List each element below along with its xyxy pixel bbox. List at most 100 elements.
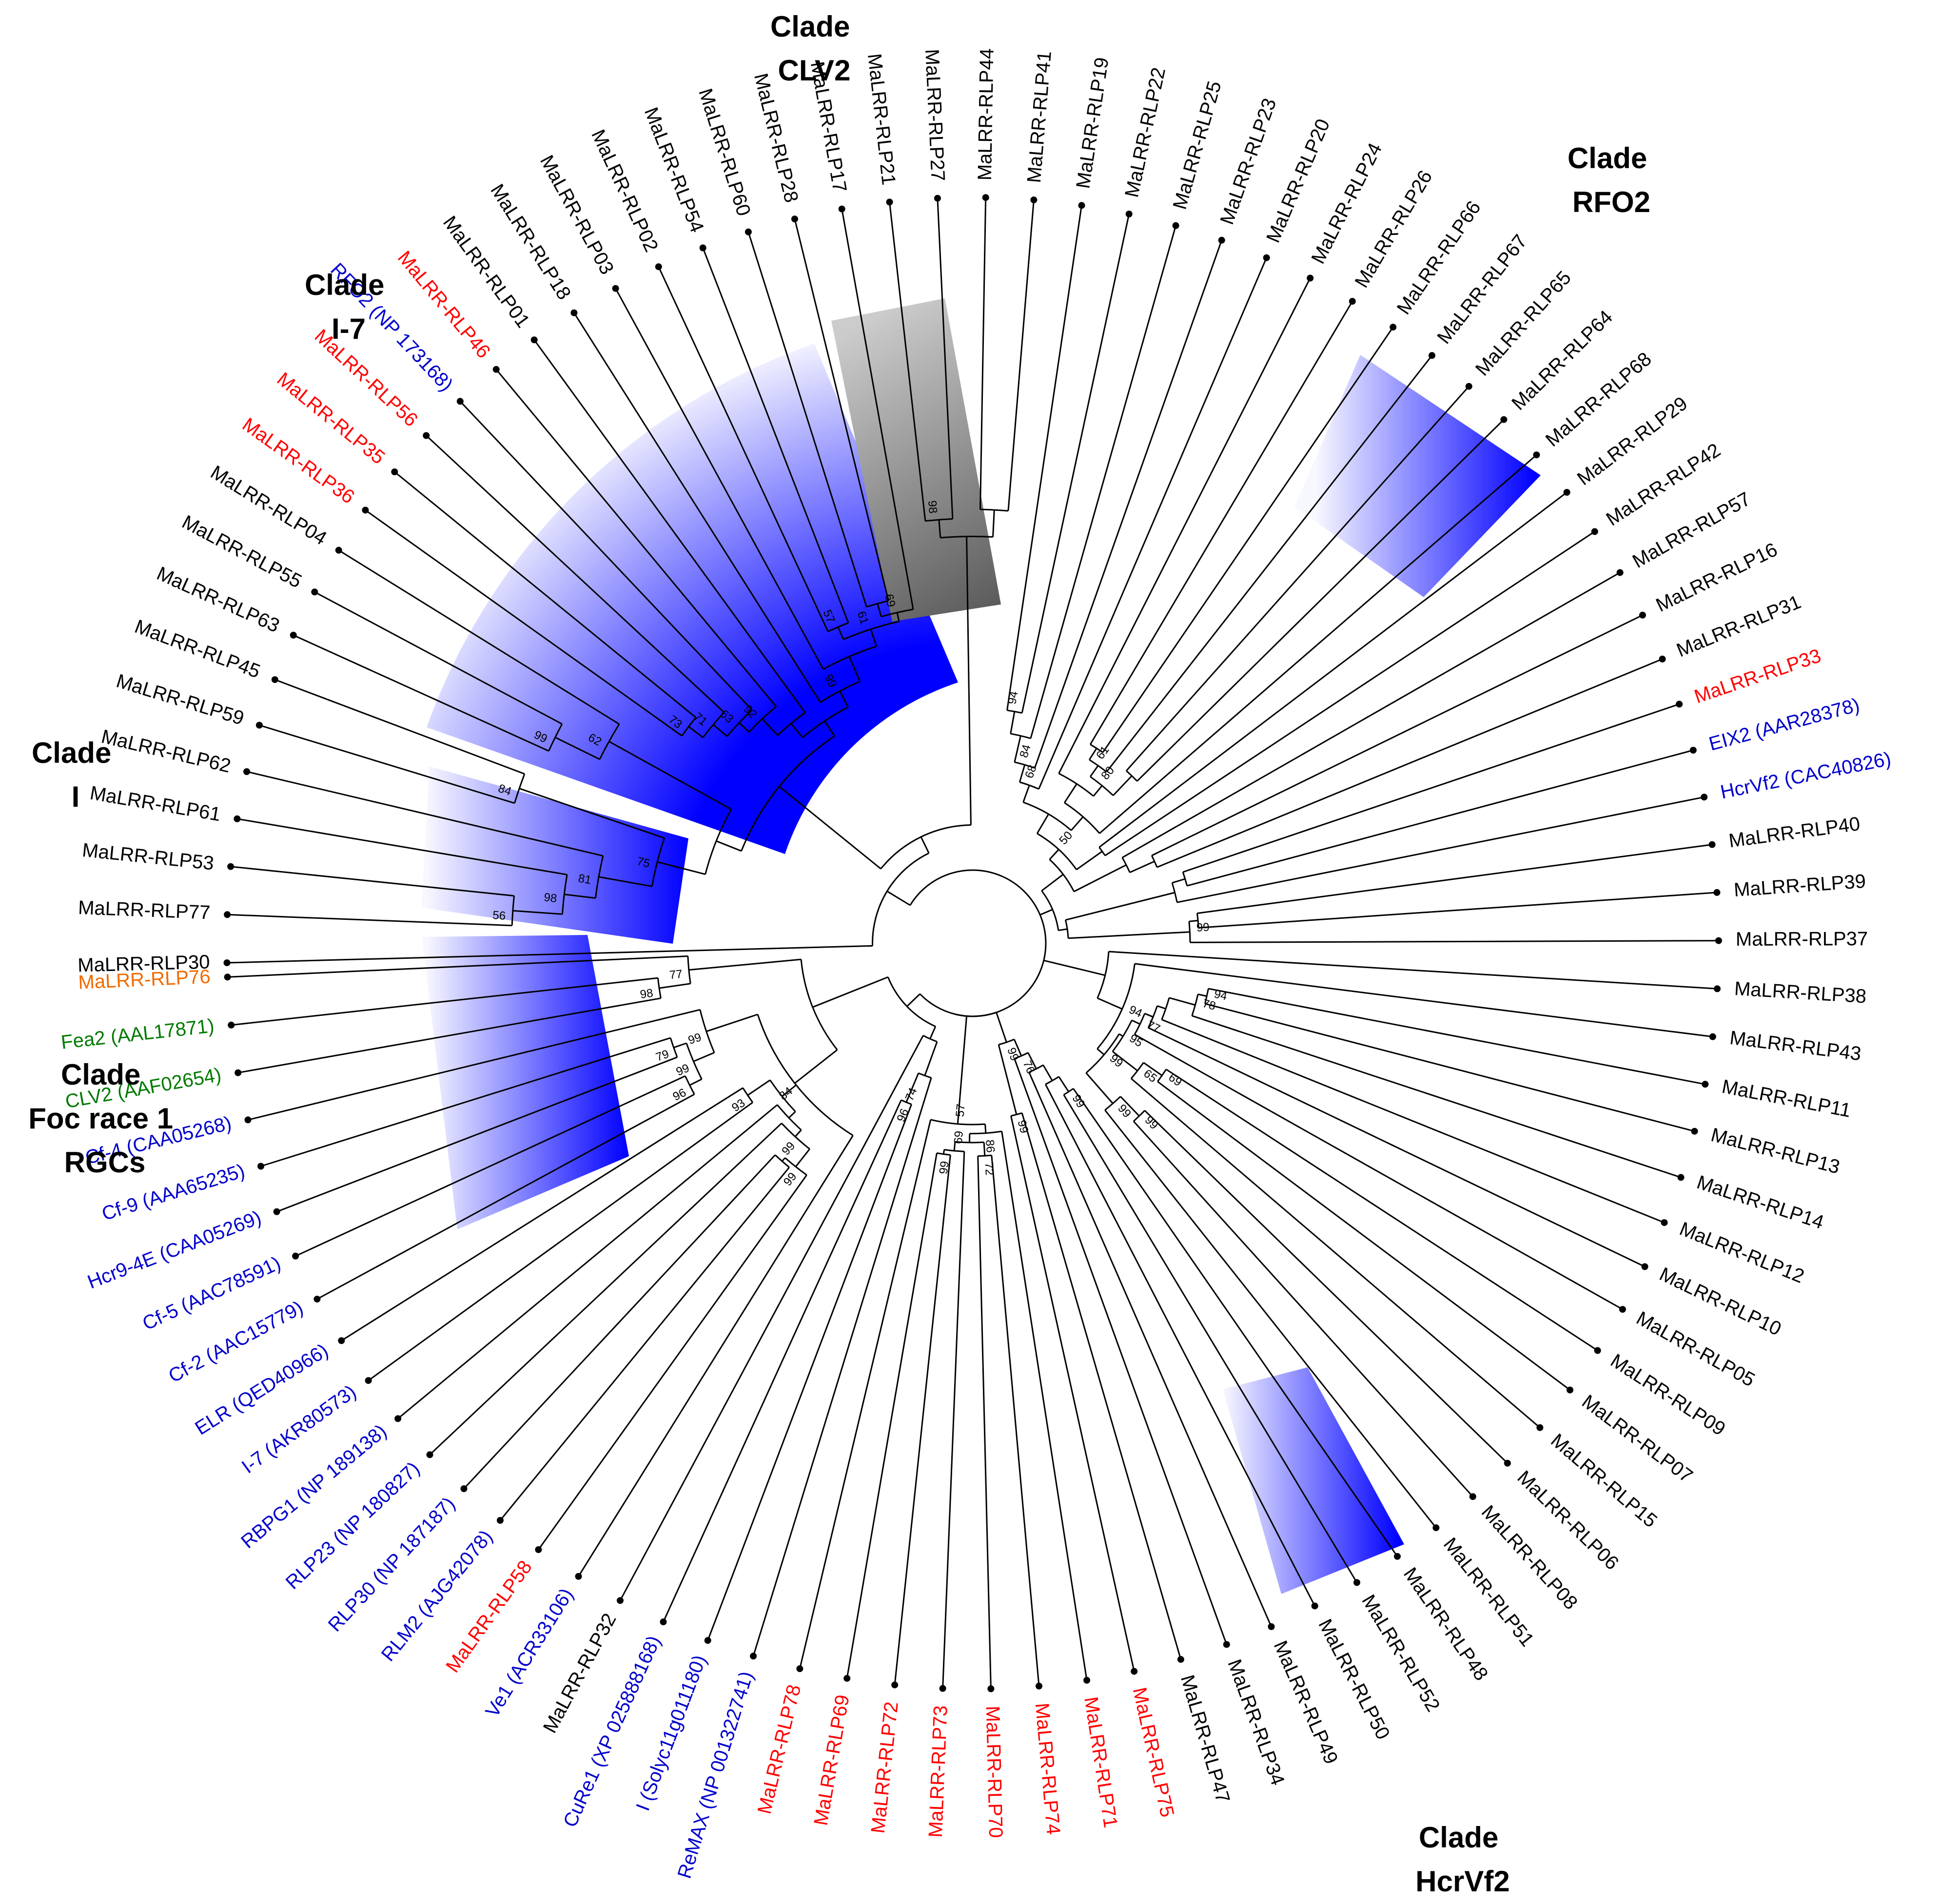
bootstrap-value: 99 (1015, 1119, 1031, 1135)
tip-dot-58 (1536, 1424, 1544, 1431)
branch-segment (295, 1075, 686, 1257)
tip-dot-60 (1469, 1493, 1476, 1500)
branch-segment (429, 1123, 783, 1456)
internal-node-arc-6 (705, 809, 732, 874)
branch-segment (937, 198, 954, 519)
branch-segment (426, 435, 725, 713)
branch-segment (688, 726, 704, 738)
branch-segment (1197, 993, 1207, 997)
tip-dot-26 (223, 959, 231, 967)
clade-hcrvf2-label: Clade HcrVf2 (1415, 1821, 1509, 1898)
internal-node-arc-45 (1151, 855, 1158, 868)
tip-dot-13 (492, 366, 500, 373)
branch-segment (1144, 1110, 1508, 1464)
tip-dot-47 (1708, 841, 1716, 848)
branch-segment (1030, 225, 1177, 739)
branch-segment (1205, 1003, 1695, 1132)
branch-segment (920, 836, 930, 854)
tip-dot-45 (1689, 747, 1697, 754)
tip-dot-42 (1639, 611, 1646, 619)
branch-segment (274, 679, 525, 775)
branch-segment (702, 247, 849, 623)
tip-dot-88 (338, 1337, 345, 1344)
bootstrap-value: 96 (671, 1086, 688, 1104)
tip-dot-83 (496, 1517, 504, 1524)
branch-segment (984, 1124, 987, 1133)
tip-dot-61 (1432, 1524, 1440, 1532)
branch-segment (564, 894, 596, 899)
tip-label: MaLRR-RLP25 (1169, 78, 1226, 212)
branch-segment (397, 1104, 778, 1419)
branch-segment (1190, 940, 1719, 943)
clade-labels: Clade CLV2 Clade RFO2 Clade I-7 Clade I … (28, 10, 1650, 1898)
branch-segment (1043, 959, 1088, 972)
tip-dot-63 (1714, 985, 1721, 992)
tip-dot-49 (1715, 937, 1722, 944)
branch-segment (929, 1026, 937, 1039)
branch-segment (794, 1129, 802, 1137)
branch-segment (1144, 1012, 1154, 1018)
branch-segment (914, 1072, 920, 1082)
bootstrap-value: 72 (982, 1162, 996, 1176)
branch-segment (870, 629, 878, 647)
tip-dot-78 (750, 1652, 757, 1660)
tip-dot-43 (1659, 656, 1666, 662)
tip-label: MaLRR-RLP27 (921, 49, 949, 182)
bootstrap-value: 84 (1017, 743, 1033, 759)
branch-segment (1172, 878, 1186, 884)
branch-segment (1068, 931, 1190, 939)
branch-segment (1087, 970, 1105, 976)
branch-segment (716, 840, 742, 852)
internal-node-arc-28 (980, 508, 1009, 512)
tip-label: MaLRR-RLP73 (925, 1705, 952, 1838)
branch-segment (1073, 1088, 1398, 1557)
internal-node-arc-65 (919, 993, 997, 1017)
bootstrap-value: 94 (1213, 988, 1229, 1003)
tip-dot-2 (234, 815, 241, 822)
branch-segment (1063, 1094, 1358, 1583)
clade-hcrvf2-highlight (1223, 1367, 1404, 1594)
branch-segment (998, 1044, 1018, 1115)
clade-i-label: Clade I (32, 737, 119, 813)
branch-segment (237, 818, 568, 875)
branch-segment (739, 722, 750, 733)
branch-segment (1014, 736, 1021, 762)
tip-dot-69 (1177, 1656, 1184, 1663)
tip-dot-81 (617, 1597, 624, 1604)
internal-node-arc-40 (1089, 759, 1107, 773)
tip-dot-72 (1036, 1682, 1042, 1690)
branch-segment (959, 1016, 968, 1097)
tip-dot-21 (838, 205, 845, 213)
branch-segment (231, 977, 658, 1026)
branch-segment (1118, 1033, 1124, 1037)
internal-node-arc-77 (944, 1149, 964, 1152)
tip-label: MaLRR-RLP70 (982, 1706, 1007, 1838)
tip-label: MaLRR-RLP74 (1031, 1702, 1064, 1836)
tip-dot-14 (530, 336, 538, 344)
clade-i7-label: Clade I-7 (305, 269, 392, 345)
tip-label: MaLRR-RLP30 (78, 952, 210, 976)
branch-segment (1176, 796, 1704, 903)
branch-segment (1120, 1096, 1140, 1117)
branch-segment (762, 718, 778, 736)
branch-segment (1058, 1076, 1070, 1092)
branch-segment (1097, 1048, 1105, 1055)
tip-dot-10 (391, 468, 398, 475)
branch-segment (338, 549, 620, 725)
bootstrap-value: 69 (882, 593, 898, 608)
internal-node-arc-70 (1063, 1088, 1074, 1096)
bootstrap-value: 76 (1020, 1059, 1037, 1076)
bootstrap-value: 86 (983, 1139, 997, 1153)
branch-segment (1135, 963, 1713, 1038)
tip-dot-67 (1268, 1623, 1275, 1630)
branch-segment (1063, 783, 1077, 803)
branch-segment (1065, 892, 1175, 921)
tip-label: Fea2 (AAL17871) (60, 1015, 215, 1053)
branch-segment (894, 1155, 951, 1685)
tip-label: MaLRR-RLP60 (694, 86, 755, 218)
branch-segment (788, 1111, 796, 1119)
bootstrap-value: 56 (492, 909, 506, 923)
branch-segment (512, 910, 563, 915)
branch-segment (538, 1174, 807, 1550)
branch-segment (1098, 491, 1567, 848)
